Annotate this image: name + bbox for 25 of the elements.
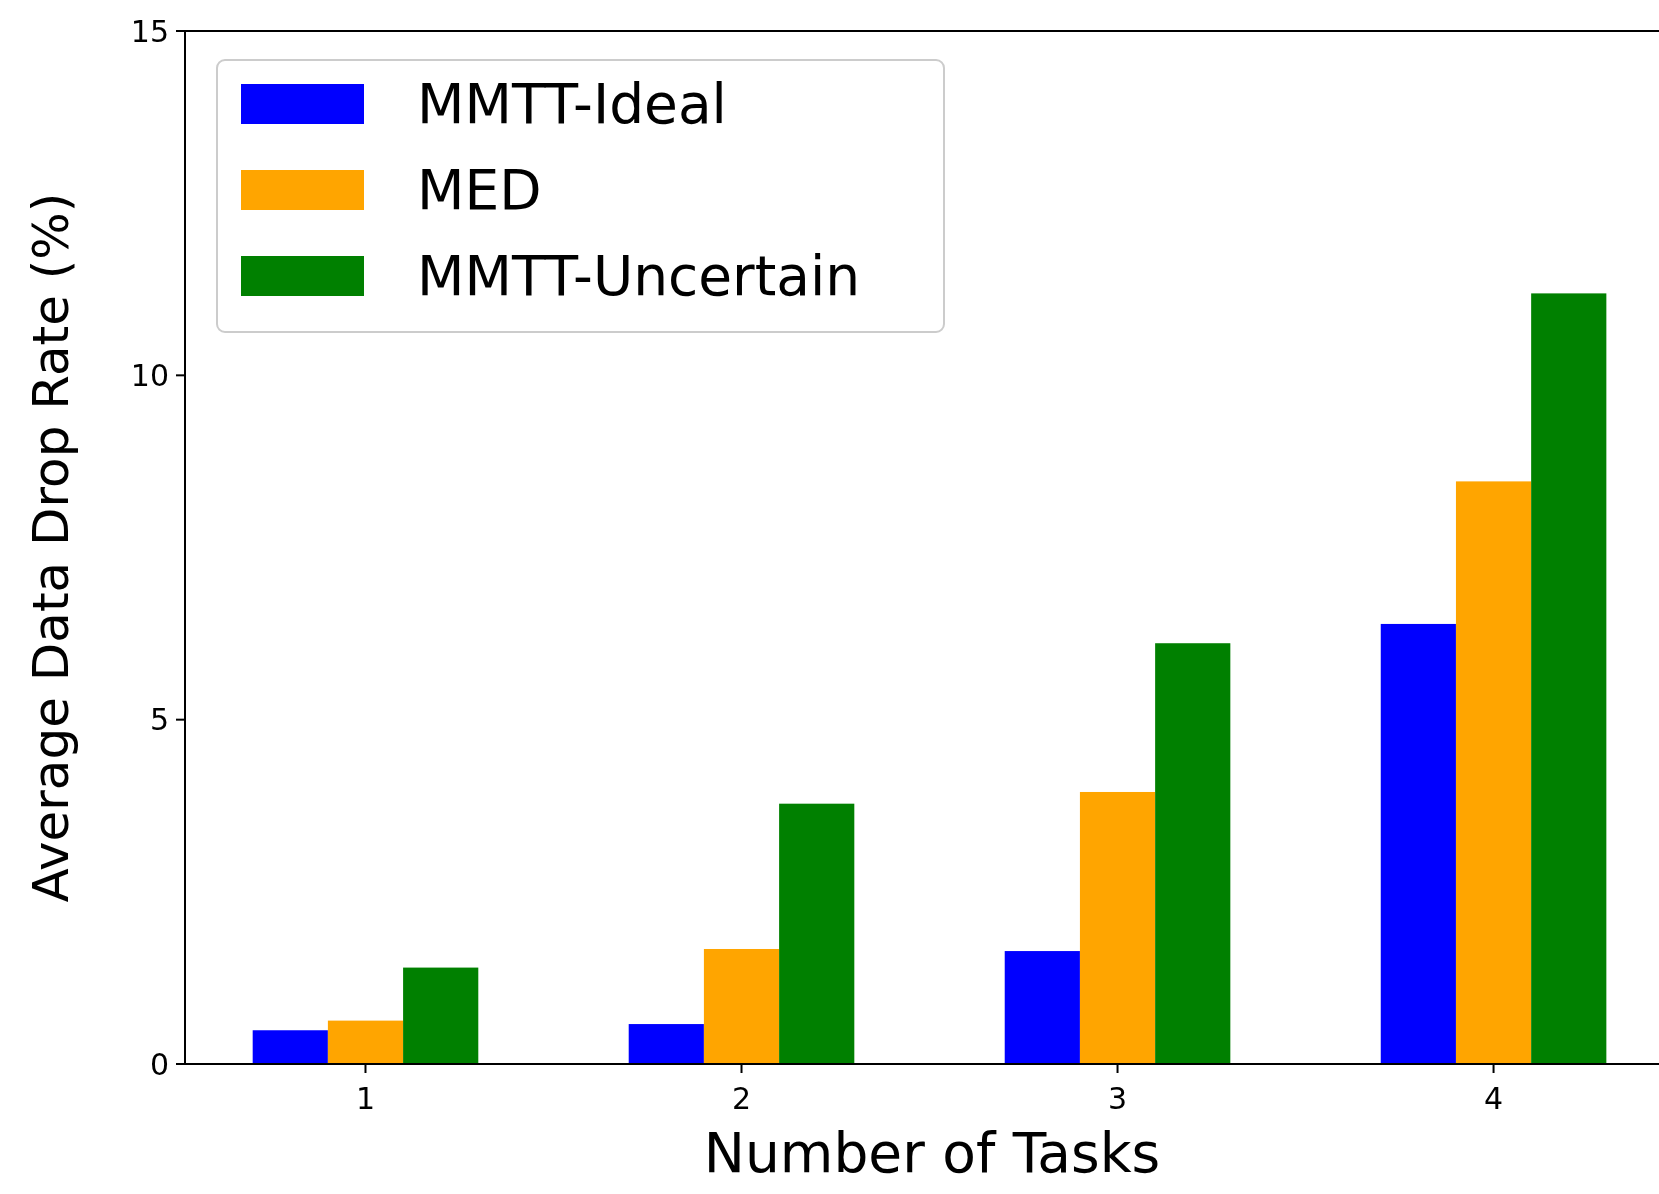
bar	[1380, 623, 1456, 1064]
y-tick-label: 10	[130, 357, 169, 393]
y-axis-title: Average Data Drop Rate (%)	[22, 192, 80, 903]
x-tick-label: 1	[355, 1081, 376, 1116]
x-tick-label: 2	[731, 1081, 752, 1116]
y-tick-label: 15	[130, 13, 169, 49]
bar	[252, 1030, 328, 1064]
x-axis-title: Number of Tasks	[703, 1121, 1161, 1185]
bar	[1155, 643, 1231, 1064]
bar	[779, 803, 855, 1064]
bar	[703, 948, 780, 1064]
legend-label: MMTT-Uncertain	[417, 244, 861, 309]
bar	[403, 967, 479, 1064]
bar	[628, 1024, 704, 1064]
bar	[1004, 951, 1080, 1064]
x-tick-label: 4	[1484, 1081, 1504, 1116]
legend-label: MMTT-Ideal	[417, 72, 727, 137]
bar	[1531, 293, 1607, 1064]
bar	[1079, 791, 1156, 1064]
x-tick-label: 3	[1107, 1081, 1128, 1116]
y-tick-label: 5	[149, 702, 169, 738]
bar	[1455, 481, 1532, 1064]
bar	[327, 1020, 404, 1064]
legend-label: MED	[417, 158, 542, 223]
y-tick-label: 0	[149, 1046, 169, 1082]
